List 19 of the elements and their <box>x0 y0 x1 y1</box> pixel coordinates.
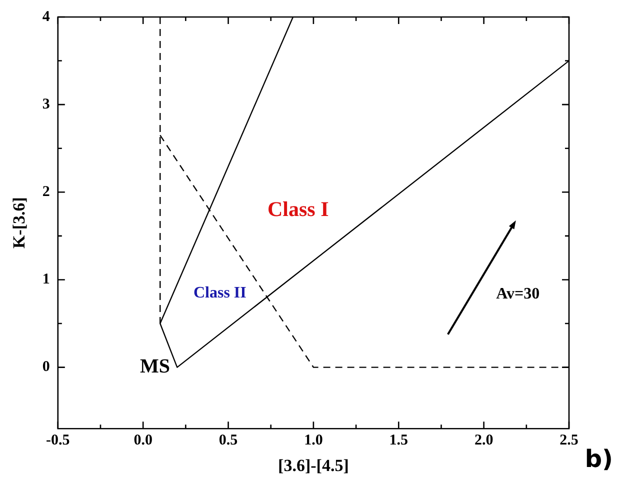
annotation: Class I <box>267 196 329 221</box>
annotation: Av=30 <box>496 286 540 303</box>
x-tick-label: 0.0 <box>134 432 152 448</box>
x-axis-title: [3.6]-[4.5] <box>278 456 349 476</box>
y-tick-label: 1 <box>42 272 50 288</box>
annotation: MS <box>140 355 170 378</box>
annotation: Class II <box>193 284 246 302</box>
x-tick-label: 0.5 <box>218 432 238 448</box>
text: b) <box>584 445 613 473</box>
y-axis-title: K-[3.6] <box>10 197 29 249</box>
x-tick-label: 2.0 <box>474 432 494 448</box>
x-tick-label: 1.5 <box>389 432 408 448</box>
y-tick-label: 2 <box>42 184 50 200</box>
x-tick-label: -0.5 <box>46 432 70 448</box>
x-tick-label: 1.0 <box>304 432 323 448</box>
y-tick-label: 0 <box>42 359 50 376</box>
y-tick-label: 4 <box>42 8 50 25</box>
y-tick-label: 3 <box>42 96 50 112</box>
x-tick-label: 2.5 <box>560 432 578 448</box>
